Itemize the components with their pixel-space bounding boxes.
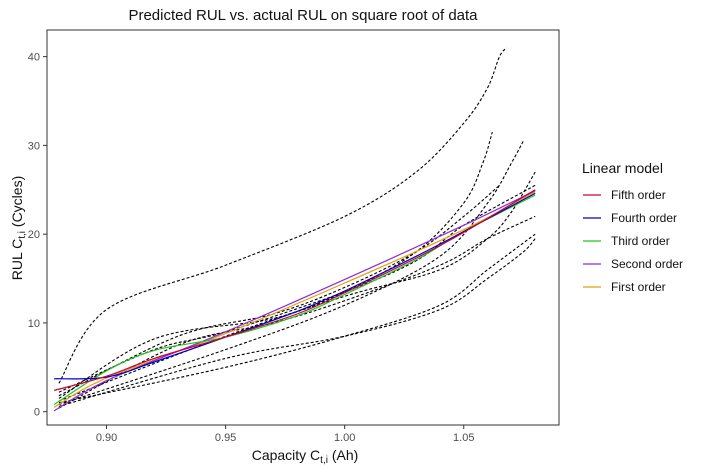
- legend-label-fourth-order: Fourth order: [611, 211, 677, 225]
- legend-label-fifth-order: Fifth order: [611, 188, 666, 202]
- actual-rul-curve-1: [58, 47, 508, 384]
- x-tick-label: 0.90: [96, 432, 117, 444]
- y-axis: 0 10 20 30 40: [28, 52, 47, 419]
- actual-rul-curve-8: [58, 184, 500, 397]
- actual-rul-curve-6: [58, 238, 536, 407]
- x-axis-title: Capacity Ct,i (Ah): [252, 447, 359, 466]
- series-line-fifth-order: [53, 189, 536, 391]
- y-tick-label: 30: [28, 140, 40, 152]
- x-tick-label: 0.95: [215, 432, 236, 444]
- legend-title: Linear model: [582, 160, 663, 176]
- actual-rul-curve-3: [58, 140, 524, 406]
- y-tick-label: 0: [34, 407, 40, 419]
- legend-label-first-order: First order: [611, 280, 666, 294]
- actual-rul-curve-7: [58, 215, 536, 409]
- plot-panel: [46, 29, 560, 426]
- series-line-second-order: [53, 190, 536, 412]
- x-tick-label: 1.00: [334, 432, 355, 444]
- actual-rul-curve-2: [58, 131, 493, 399]
- y-axis-title: RUL Ct,i (Cycles): [9, 176, 28, 281]
- y-tick-label: 40: [28, 52, 40, 64]
- model-lines: [53, 189, 536, 412]
- legend: Linear model Fifth order Fourth order Thir…: [582, 160, 683, 294]
- y-tick-label: 20: [28, 229, 40, 241]
- actual-rul-curve-5: [58, 233, 536, 404]
- x-axis: 0.90 0.95 1.00 1.05: [96, 425, 474, 444]
- series-line-first-order: [53, 191, 536, 408]
- chart-title: Predicted RUL vs. actual RUL on square r…: [128, 7, 478, 24]
- legend-label-third-order: Third order: [611, 234, 670, 248]
- legend-label-second-order: Second order: [611, 257, 683, 271]
- y-tick-label: 10: [28, 318, 40, 330]
- series-line-fourth-order: [54, 192, 536, 380]
- x-tick-label: 1.05: [453, 432, 474, 444]
